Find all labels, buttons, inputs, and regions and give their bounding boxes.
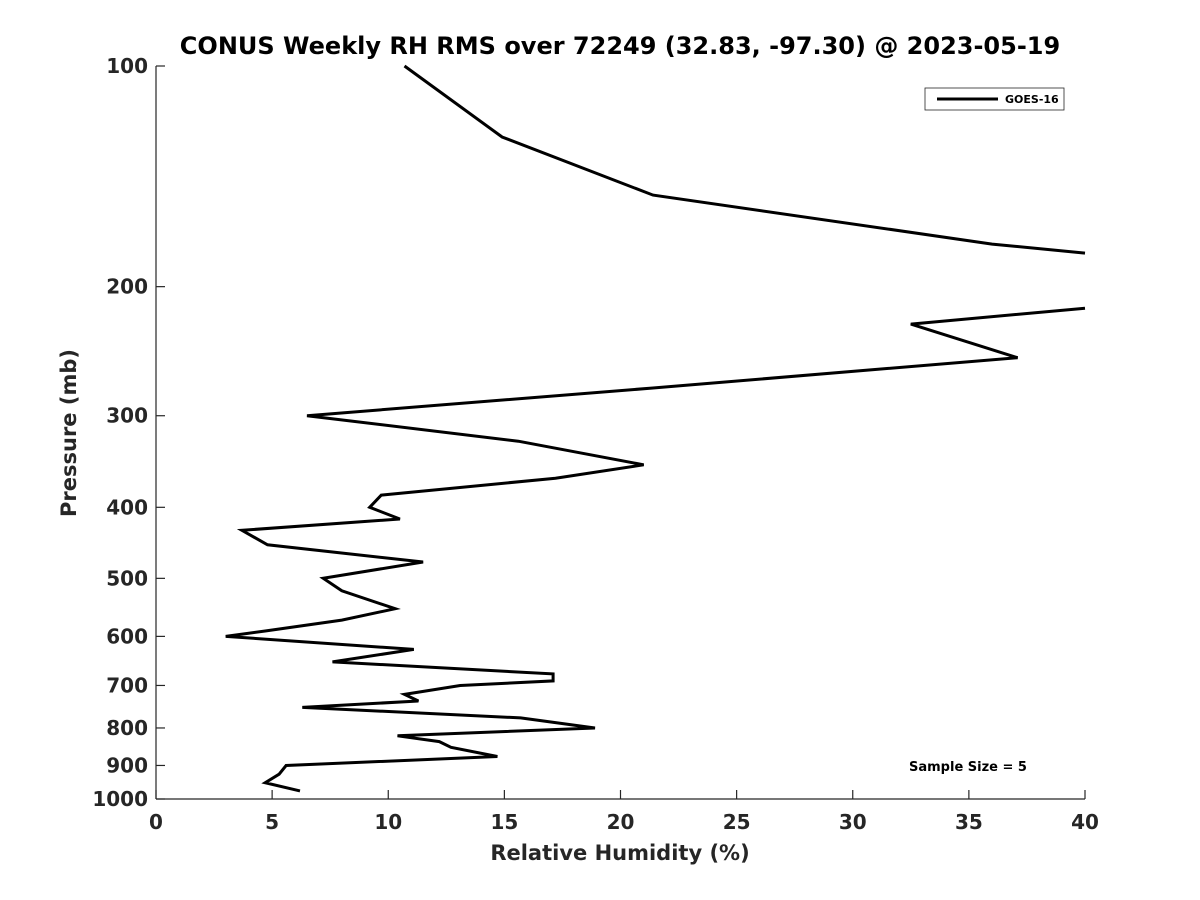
y-tick-label: 900 bbox=[106, 753, 148, 777]
y-tick-label: 700 bbox=[106, 673, 148, 697]
y-tick-label: 100 bbox=[106, 54, 148, 78]
x-tick-label: 5 bbox=[265, 810, 279, 834]
y-tick-label: 400 bbox=[106, 495, 148, 519]
series-line-goes16-segment-0 bbox=[403, 64, 1086, 255]
y-tick-label: 1000 bbox=[92, 787, 148, 811]
x-axis-label: Relative Humidity (%) bbox=[490, 841, 749, 865]
x-tick-label: 20 bbox=[607, 810, 635, 834]
x-tick-label: 10 bbox=[374, 810, 402, 834]
x-axis-ticks: 0 5 10 15 20 25 30 35 40 bbox=[149, 790, 1099, 834]
plot-area bbox=[155, 66, 1085, 800]
sample-size-annotation: Sample Size = 5 bbox=[909, 760, 1027, 775]
x-tick-label: 0 bbox=[149, 810, 163, 834]
y-tick-label: 500 bbox=[106, 566, 148, 590]
series-layer bbox=[225, 64, 1086, 793]
x-tick-label: 30 bbox=[839, 810, 867, 834]
y-axis-ticks: 100 200 300 400 500 600 700 800 900 1000 bbox=[92, 54, 165, 811]
y-tick-label: 600 bbox=[106, 624, 148, 648]
y-tick-label: 300 bbox=[106, 404, 148, 428]
x-tick-label: 35 bbox=[955, 810, 983, 834]
x-tick-label: 25 bbox=[723, 810, 751, 834]
series-line-goes16-segment-1 bbox=[225, 306, 1086, 793]
chart-title: CONUS Weekly RH RMS over 72249 (32.83, -… bbox=[180, 32, 1060, 60]
y-tick-label: 200 bbox=[106, 275, 148, 299]
x-tick-label: 15 bbox=[490, 810, 518, 834]
legend: GOES-16 bbox=[924, 87, 1065, 111]
legend-entry-goes16: GOES-16 bbox=[1005, 93, 1059, 106]
y-tick-label: 800 bbox=[106, 716, 148, 740]
y-axis-label: Pressure (mb) bbox=[57, 349, 81, 517]
x-tick-label: 40 bbox=[1071, 810, 1099, 834]
